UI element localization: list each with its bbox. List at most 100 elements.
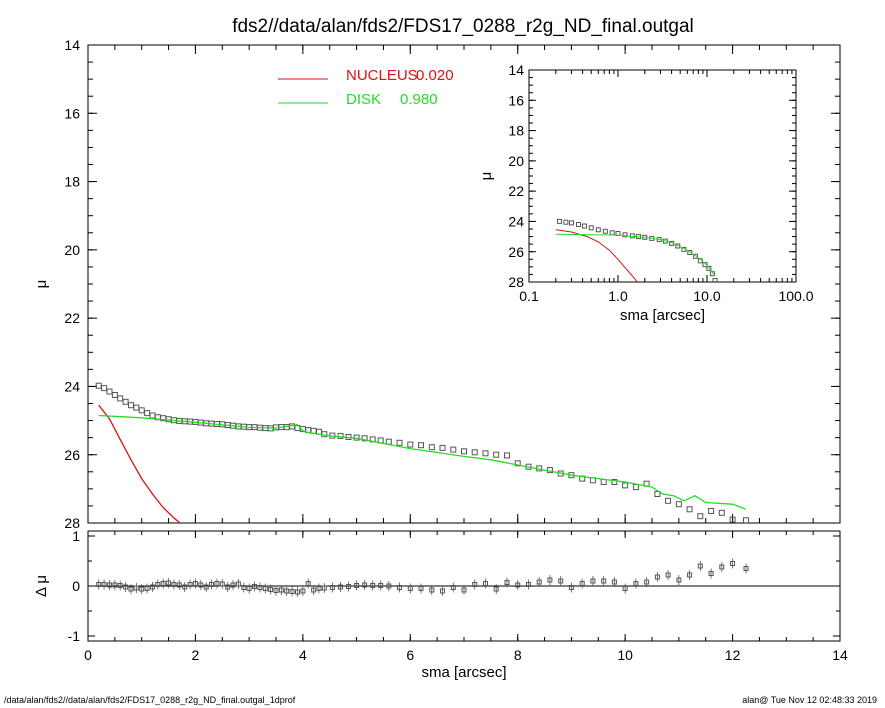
y-tick-label: 20 [508,153,524,169]
y-tick-label: 24 [64,378,80,394]
data-point [697,513,704,520]
data-point [289,589,295,594]
y-tick-label: 14 [64,37,80,53]
data-point [354,583,360,588]
data-point [361,435,368,442]
data-point [483,581,488,586]
data-point [675,243,681,249]
series-line-disk [555,233,716,277]
x-tick-label: 1.0 [608,288,628,304]
data-point [101,385,108,392]
data-layer [95,382,749,523]
data-point [547,577,553,583]
data-point [482,450,489,457]
data-point [665,497,672,504]
y-tick-label: 16 [508,92,524,108]
y-axis-label: μ [478,172,495,181]
x-tick-label: 10 [617,647,633,663]
data-point [702,262,708,268]
series-line-nucleus [98,404,181,523]
y-tick-label: 16 [64,105,80,121]
data-point [128,586,134,592]
data-point [370,583,376,588]
data-point [418,442,424,449]
footer-right: alan@ Tue Nov 12 02:48:33 2019 [742,695,877,705]
x-tick-label: 14 [832,647,848,663]
data-point [133,404,140,411]
data-point [166,580,172,586]
data-point [122,398,129,405]
data-point [557,218,562,224]
data-point [198,582,204,588]
data-point [219,581,225,587]
data-point [203,584,209,590]
y-tick-label: 22 [64,310,80,326]
data-point [633,581,639,586]
legend: NUCLEUS 0.020 DISK 0.980 [278,67,454,108]
data-point [386,583,392,589]
x-tick-label: 0.1 [519,288,539,304]
data-point [329,585,335,590]
data-point [665,572,671,578]
data-point [241,585,247,590]
data-point [611,479,618,485]
y-tick-label: 0 [72,578,80,594]
data-point [171,582,177,587]
data-point [117,395,124,402]
data-point [515,582,521,588]
x-axis-label: sma [arcsec] [620,307,705,324]
data-point [692,253,698,259]
data-point [397,585,402,590]
data-point [268,587,274,592]
data-point [461,587,467,593]
series-line-disk [98,414,747,510]
data-point [568,585,574,590]
data-point [718,509,725,516]
data-point [450,446,457,453]
x-tick-label: 8 [514,647,522,663]
x-tick-label: 6 [406,647,414,663]
data-point [675,501,682,508]
data-point [582,223,587,229]
y-axis-label: μ [33,280,50,289]
data-point [230,582,236,588]
plot-frame [87,44,841,524]
data-point [107,582,112,588]
data-point [504,452,510,459]
data-point [321,585,327,591]
data-point [316,586,322,591]
y-tick-label: 14 [508,62,524,78]
data-point [697,563,703,569]
footer-left: /data/alan/fds2//data/alan/fds2/FDS17_02… [4,695,296,705]
x-tick-label: 4 [299,647,307,663]
data-point [600,479,607,485]
data-point [730,561,736,566]
data-point [654,491,661,497]
data-point [225,584,231,590]
data-point [150,584,155,590]
data-point [149,412,156,419]
y-tick-label: 28 [64,515,80,531]
data-point [576,222,581,227]
data-point [165,416,172,423]
data-point [128,402,134,409]
data-point [712,278,718,282]
data-point [117,583,123,588]
y-tick-label: 28 [508,274,524,290]
main-panel: 14 16 18 20 22 24 26 28 μ [33,37,841,531]
y-tick-label: 1 [72,528,80,544]
y-tick-label: 18 [64,174,80,190]
data-point [687,250,693,255]
y-tick-label: 18 [508,123,524,139]
legend-disk-value: 0.980 [400,91,438,108]
data-point [273,588,279,593]
data-point [418,586,424,591]
data-point [160,581,166,586]
data-point [429,587,435,593]
data-point [439,444,446,451]
data-point [601,578,607,584]
y-axis-label: Δ μ [33,575,50,597]
series-line-nucleus [555,229,638,282]
data-point [472,582,478,587]
